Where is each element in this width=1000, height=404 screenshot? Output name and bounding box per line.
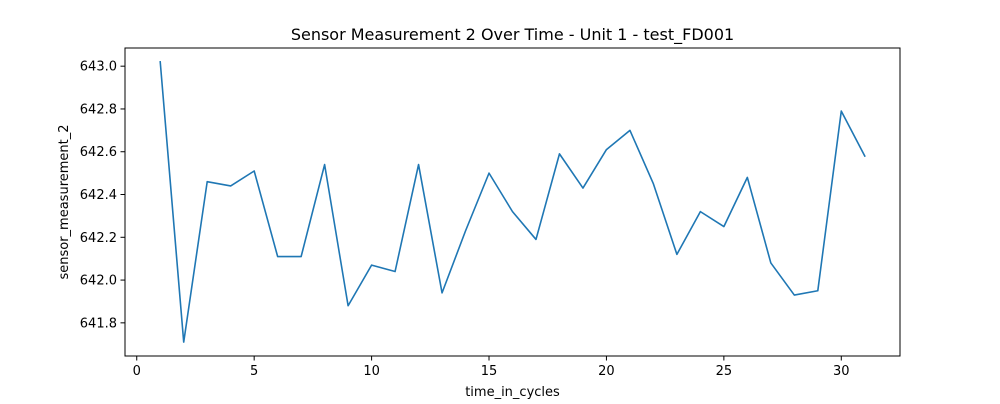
x-tick-label: 30 xyxy=(833,364,850,379)
x-tick-label: 0 xyxy=(133,364,141,379)
y-tick-label: 642.8 xyxy=(80,102,117,117)
x-tick-label: 5 xyxy=(250,364,258,379)
y-axis-ticks: 641.8 642.0 642.2 642.4 642.6 642.8 643.0 xyxy=(80,60,125,331)
x-axis-ticks: 0 5 10 15 20 25 30 xyxy=(133,356,850,379)
x-tick-label: 10 xyxy=(363,364,380,379)
series-line xyxy=(159,61,866,343)
y-tick-label: 642.2 xyxy=(80,231,117,246)
plot-area-frame xyxy=(124,47,901,357)
y-tick-label: 642.0 xyxy=(80,274,117,289)
y-tick-label: 642.4 xyxy=(80,188,117,203)
x-tick-label: 15 xyxy=(481,364,498,379)
x-tick-label: 25 xyxy=(716,364,733,379)
x-tick-label: 20 xyxy=(598,364,615,379)
chart-title: Sensor Measurement 2 Over Time - Unit 1 … xyxy=(291,25,734,45)
y-tick-label: 642.6 xyxy=(80,145,117,160)
y-tick-label: 641.8 xyxy=(80,316,117,331)
y-axis-label: sensor_measurement_2 xyxy=(57,124,72,279)
x-axis-label: time_in_cycles xyxy=(465,385,560,400)
y-tick-label: 643.0 xyxy=(80,60,117,75)
series-layer xyxy=(159,61,866,343)
